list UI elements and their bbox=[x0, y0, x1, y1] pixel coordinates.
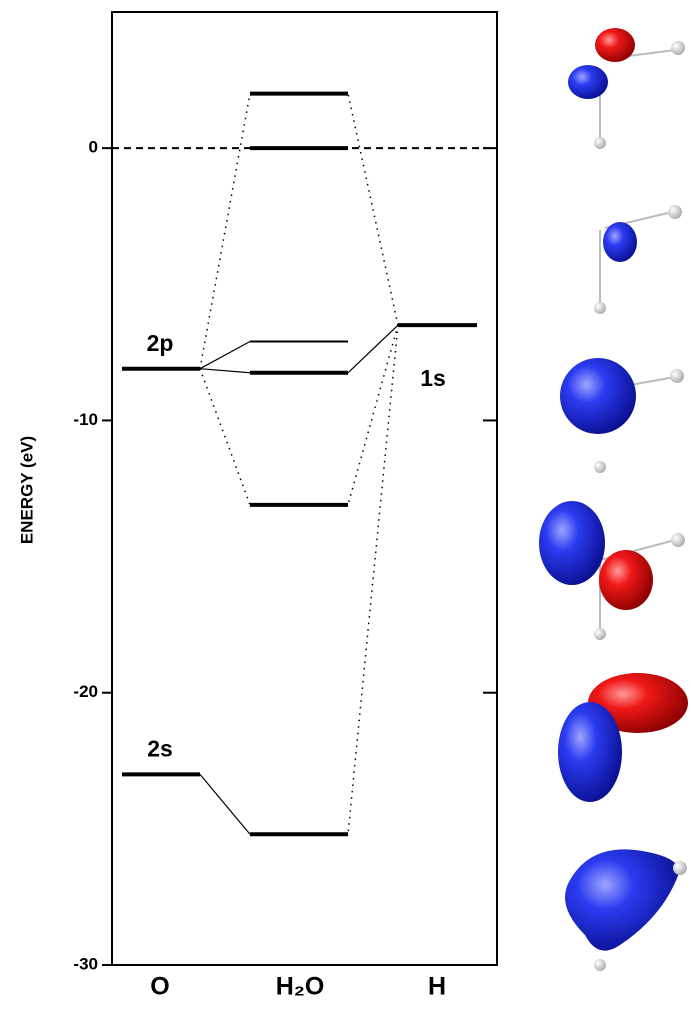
orbital-images bbox=[539, 28, 688, 971]
x-tick-label: O bbox=[150, 973, 169, 1001]
correlation-line bbox=[200, 369, 250, 373]
x-tick-label: H₂O bbox=[276, 973, 325, 1001]
correlation-line bbox=[348, 325, 398, 373]
correlation-line bbox=[348, 325, 398, 505]
orbital bbox=[594, 205, 682, 314]
orbital bbox=[560, 358, 684, 473]
orbital bbox=[568, 28, 685, 149]
level-label: 1s bbox=[420, 365, 446, 391]
correlation-line bbox=[348, 325, 398, 834]
level-label: 2s bbox=[147, 735, 173, 761]
y-tick-label: 0 bbox=[89, 138, 98, 157]
chart: ENERGY (eV) 0 -10 -20 -30 2s 2p 1s O H₂O H bbox=[0, 0, 691, 1011]
correlation-line bbox=[200, 94, 250, 369]
correlation-line bbox=[200, 341, 250, 368]
y-tick-label: -30 bbox=[73, 954, 98, 973]
correlation-line bbox=[200, 369, 250, 505]
y-axis-label: ENERGY (eV) bbox=[17, 436, 36, 544]
y-tick-label: -20 bbox=[73, 682, 98, 701]
orbital bbox=[558, 673, 688, 802]
correlation-line bbox=[200, 774, 250, 834]
level-label: 2p bbox=[147, 330, 174, 356]
correlation-line bbox=[348, 94, 398, 325]
y-tick-label: -10 bbox=[73, 410, 98, 429]
orbital bbox=[539, 501, 685, 640]
x-tick-label: H bbox=[428, 973, 446, 1001]
plot-frame bbox=[112, 12, 497, 965]
orbital bbox=[565, 849, 687, 971]
